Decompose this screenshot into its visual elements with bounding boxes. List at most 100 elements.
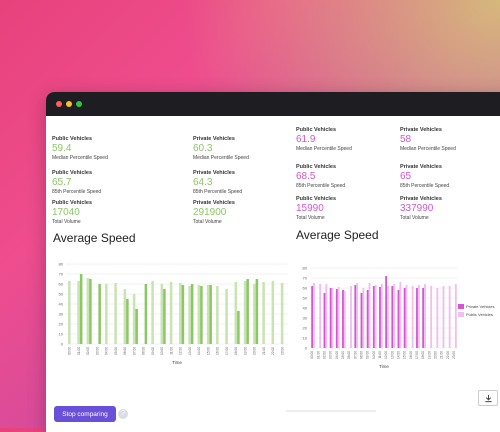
x-tick-label: 13:00 [390,351,394,359]
y-tick-label: 0 [305,346,308,351]
x-tick-label: 01:00 [316,351,320,359]
bar [336,289,338,348]
bar [68,281,71,344]
bar [126,299,129,344]
y-tick-label: 10 [59,332,64,337]
bar [198,285,201,344]
x-tick-label: 05:00 [341,351,345,359]
x-tick-label: 08:00 [142,347,146,355]
bar [354,285,356,348]
y-tick-label: 20 [303,326,308,331]
x-tick-label: 02:00 [322,351,326,359]
download-button[interactable] [478,390,498,406]
y-tick-label: 10 [303,336,308,341]
bar [449,286,451,348]
x-tick-label: 14:00 [197,347,201,355]
left-stat-public-volume: Public Vehicles 17040 Total Volume [52,200,92,225]
bar [404,288,406,348]
right-stat-private-volume: Private Vehicles 337990 Total Volume [400,196,442,221]
bar [256,279,259,344]
x-tick-label: 14:00 [396,351,400,359]
x-tick-label: 19:00 [243,347,247,355]
left-stat-private-volume: Private Vehicles 291900 Total Volume [193,200,235,225]
y-tick-label: 60 [303,286,308,291]
bar [281,283,284,344]
y-tick-label: 40 [303,306,308,311]
minimize-window-button[interactable] [66,101,72,107]
x-axis-label: Time [172,360,182,365]
bar [379,287,381,348]
bar [375,285,377,348]
x-tick-label: 12:00 [179,347,183,355]
bar [272,281,275,344]
x-tick-label: 09:00 [366,351,370,359]
x-tick-label: 06:00 [347,351,351,359]
y-tick-label: 50 [59,292,64,297]
bar [330,288,332,348]
x-tick-label: 02:00 [86,347,90,355]
download-icon [484,394,493,403]
stop-comparing-button[interactable]: Stop comparing [54,406,116,422]
bar [77,281,80,344]
x-tick-label: 15:00 [206,347,210,355]
x-tick-label: 09:00 [151,347,155,355]
y-tick-label: 30 [59,312,64,317]
x-tick-label: 16:00 [216,347,220,355]
bar [422,288,424,348]
bar [170,282,173,344]
scroll-indicator [286,410,376,412]
bar [361,293,363,348]
bar [209,285,212,344]
bar [133,294,136,344]
y-tick-label: 70 [59,272,64,277]
bar [188,286,191,344]
bar [338,287,340,348]
y-tick-label: 50 [303,296,308,301]
legend-label: Private Vehicles [466,304,494,309]
x-tick-label: 20:00 [433,351,437,359]
right-stat-private-85th: Private Vehicles 65 85th Percentile Spee… [400,164,449,189]
x-tick-label: 17:00 [415,351,419,359]
x-tick-label: 05:00 [114,347,118,355]
y-tick-label: 80 [59,262,64,267]
bar [235,282,238,344]
x-axis-label: Time [379,364,389,369]
left-stat-private-median: Private Vehicles 60.3 Median Percentile … [193,136,249,161]
x-tick-label: 13:00 [188,347,192,355]
x-tick-label: 10:00 [372,351,376,359]
bar [350,286,352,348]
bar [313,283,315,348]
bar [356,283,358,348]
bar [455,284,457,348]
x-tick-label: 06:00 [123,347,127,355]
x-tick-label: 07:00 [132,347,136,355]
x-tick-label: 23:00 [280,347,284,355]
bar [381,284,383,348]
x-tick-label: 00:00 [310,351,314,359]
x-tick-label: 10:00 [160,347,164,355]
bar [98,284,101,344]
right-stat-public-median: Public Vehicles 61.9 Median Percentile S… [296,127,352,152]
bar [342,290,344,348]
help-icon[interactable]: ? [118,409,128,419]
bar [207,285,210,344]
bar [387,286,389,348]
bar [367,290,369,348]
legend-label: Public Vehicles [466,312,493,317]
bar [161,284,164,344]
x-tick-label: 18:00 [421,351,425,359]
bar [253,284,256,344]
left-stat-public-median: Public Vehicles 59.4 Median Percentile S… [52,136,108,161]
right-average-speed-chart: 0 10 20 30 40 50 60 70 80 00:00 01:00 02:00 03:00 04:… [296,262,496,382]
x-tick-label: 03:00 [95,347,99,355]
close-window-button[interactable] [56,101,62,107]
maximize-window-button[interactable] [76,101,82,107]
bar [80,274,83,344]
bar [443,286,445,348]
bar [237,311,240,344]
bar [182,285,185,344]
x-tick-label: 23:00 [452,351,456,359]
bar [436,288,438,348]
x-tick-label: 17:00 [225,347,229,355]
bar [344,291,346,348]
